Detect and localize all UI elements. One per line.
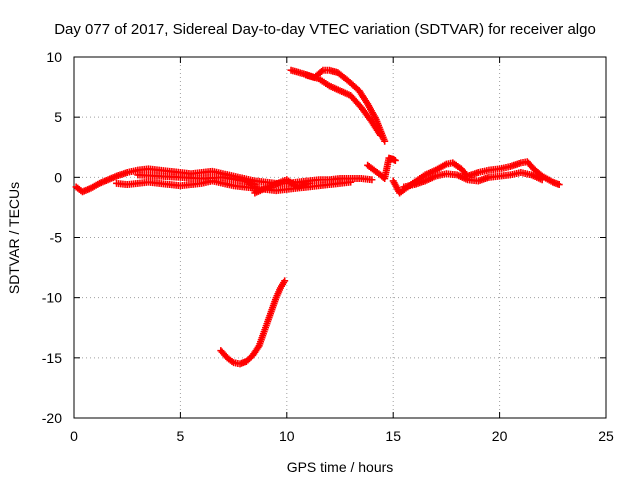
y-tick-label: -15 [42,350,62,366]
data-point [347,178,355,186]
data-point [368,176,376,184]
data-point [391,156,399,164]
series-main-band-upper [72,165,376,196]
series-late-segment [389,158,563,197]
grid-lines [74,57,606,418]
y-tick-label: 0 [54,169,62,185]
series-main-band-crossing [134,171,312,197]
y-tick-label: 10 [46,49,62,65]
series-upper-arc-inner [302,71,384,139]
x-tick-label: 10 [279,428,295,444]
series-late-segment-lower [400,169,546,191]
data-point [304,179,312,187]
series-upper-arc [287,66,389,145]
data-point [376,131,384,139]
x-tick-label: 0 [70,428,78,444]
data-point [381,137,389,145]
y-tick-label: -5 [50,230,63,246]
y-tick-label: -10 [42,290,62,306]
x-tick-label: 25 [598,428,614,444]
x-axis-label: GPS time / hours [287,459,394,475]
data-point [318,67,326,75]
x-tick-label: 5 [177,428,185,444]
axis-ticks: 0 5 10 15 20 25 10 5 0 -5 -10 -15 -20 [42,49,614,444]
series-lower-arc [217,277,289,368]
y-tick-label: 5 [54,109,62,125]
data-point [555,181,563,189]
y-axis-label: SDTVAR / TECUs [6,182,22,294]
x-tick-label: 20 [492,428,508,444]
data-points [72,66,563,368]
y-tick-label: -20 [42,410,62,426]
x-tick-label: 15 [385,428,401,444]
chart-title: Day 077 of 2017, Sidereal Day-to-day VTE… [54,21,596,38]
data-point [281,277,289,285]
data-point [538,176,546,184]
series-short-arc-near-14h [364,154,399,183]
